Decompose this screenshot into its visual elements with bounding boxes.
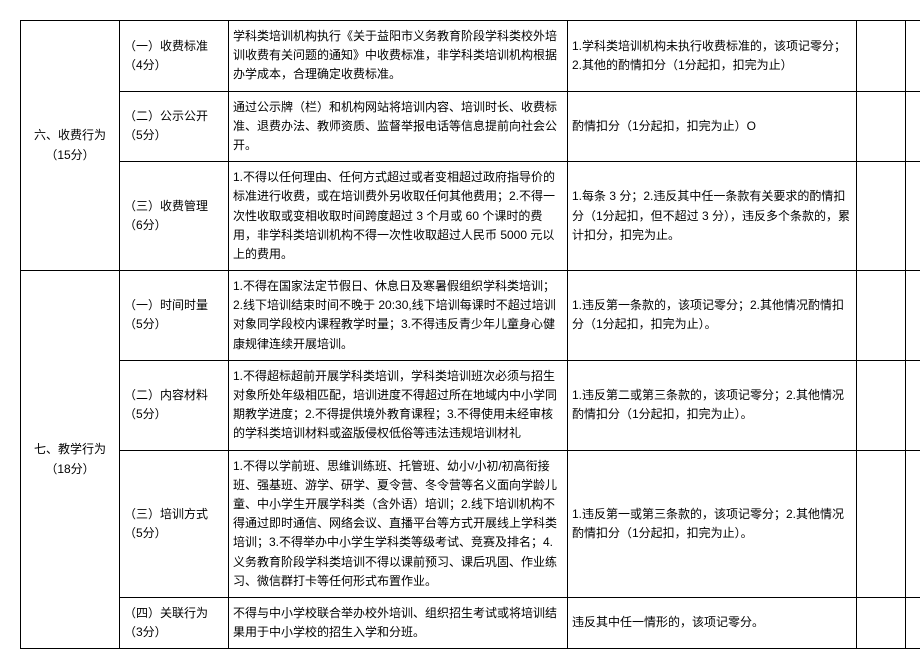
sub-cell: （三）培训方式（5分）: [120, 450, 229, 597]
evaluation-table: 六、收费行为（15分） （一）收费标准（4分） 学科类培训机构执行《关于益阳市义…: [20, 20, 920, 649]
scoring-cell: 违反其中任一情形的，该项记零分。: [568, 597, 857, 648]
scoring-cell: 1.违反第一条款的，该项记零分；2.其他情况酌情扣分（1分起扣，扣完为止）。: [568, 271, 857, 361]
score-cell: [906, 271, 920, 361]
score-cell: [857, 21, 906, 92]
content-cell: 1.不得超标超前开展学科类培训，学科类培训班次必须与招生对象所处年级相匹配，培训…: [229, 360, 568, 450]
scoring-cell: 1.每条 3 分；2.违反其中任一条款有关要求的酌情扣分（1分起扣，但不超过 3…: [568, 162, 857, 271]
score-cell: [857, 271, 906, 361]
score-cell: [906, 597, 920, 648]
score-cell: [906, 21, 920, 92]
sub-cell: （一）时间时量（5分）: [120, 271, 229, 361]
score-cell: [906, 162, 920, 271]
sub-cell: （三）收费管理（6分）: [120, 162, 229, 271]
sub-cell: （四）关联行为（3分）: [120, 597, 229, 648]
content-cell: 不得与中小学校联合举办校外培训、组织招生考试或将培训结果用于中小学校的招生入学和…: [229, 597, 568, 648]
score-cell: [857, 360, 906, 450]
sub-cell: （二）内容材料（5分）: [120, 360, 229, 450]
score-cell: [857, 597, 906, 648]
score-cell: [906, 360, 920, 450]
score-cell: [857, 450, 906, 597]
score-cell: [857, 162, 906, 271]
scoring-cell: 酌情扣分（1分起扣，扣完为止）O: [568, 91, 857, 162]
category-cell-7: 七、教学行为（18分）: [21, 271, 120, 649]
scoring-cell: 1.违反第二或第三条款的，该项记零分；2.其他情况酌情扣分（1分起扣，扣完为止）…: [568, 360, 857, 450]
content-cell: 学科类培训机构执行《关于益阳市义务教育阶段学科类校外培训收费有关问题的通知》中收…: [229, 21, 568, 92]
content-cell: 1.不得在国家法定节假日、休息日及寒暑假组织学科类培训；2.线下培训结束时间不晚…: [229, 271, 568, 361]
content-cell: 1.不得以学前班、思维训练班、托管班、幼小/小初/初高衔接班、强基班、游学、研学…: [229, 450, 568, 597]
scoring-cell: 1.学科类培训机构未执行收费标准的，该项记零分；2.其他的酌情扣分（1分起扣，扣…: [568, 21, 857, 92]
sub-cell: （一）收费标准（4分）: [120, 21, 229, 92]
content-cell: 通过公示牌（栏）和机构网站将培训内容、培训时长、收费标准、退费办法、教师资质、监…: [229, 91, 568, 162]
category-cell-6: 六、收费行为（15分）: [21, 21, 120, 271]
scoring-cell: 1.违反第一或第三条款的，该项记零分；2.其他情况酌情扣分（1分起扣，扣完为止）…: [568, 450, 857, 597]
sub-cell: （二）公示公开（5分）: [120, 91, 229, 162]
score-cell: [906, 91, 920, 162]
score-cell: [906, 450, 920, 597]
score-cell: [857, 91, 906, 162]
content-cell: 1.不得以任何理由、任何方式超过或者变相超过政府指导价的标准进行收费，或在培训费…: [229, 162, 568, 271]
